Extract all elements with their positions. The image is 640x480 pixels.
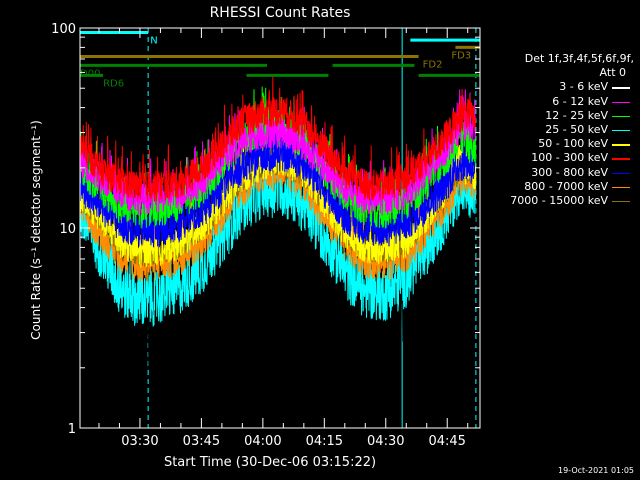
legend-entry: 800 - 7000 keV [488, 180, 634, 194]
chart-legend: Det 1f,3f,4f,5f,6f,9f, Att 0 3 - 6 keV 6… [488, 52, 634, 208]
legend-swatch [612, 87, 630, 89]
x-tick-label: 03:45 [183, 434, 220, 449]
x-axis-label: Start Time (30-Dec-06 03:15:22) [164, 455, 376, 470]
legend-swatch [612, 144, 630, 146]
x-tick-label: 04:00 [244, 434, 281, 449]
legend-entry: 300 - 800 keV [488, 166, 634, 180]
legend-entry: 12 - 25 keV [488, 109, 634, 123]
legend-entry: 100 - 300 keV [488, 151, 634, 165]
x-tick-label: 04:15 [306, 434, 343, 449]
legend-label: 300 - 800 keV [531, 165, 608, 179]
legend-header-line1: Det 1f,3f,4f,5f,6f,9f, [524, 52, 634, 65]
legend-label: 7000 - 15000 keV [510, 193, 608, 207]
legend-label: 100 - 300 keV [531, 151, 608, 165]
series-line-100-300kev [79, 76, 477, 202]
x-tick-label: 04:30 [367, 434, 404, 449]
legend-label: 800 - 7000 keV [524, 179, 608, 193]
y-tick-label: 1 [68, 422, 76, 437]
legend-swatch [612, 186, 630, 189]
y-tick-label: 100 [51, 22, 76, 37]
legend-label: 50 - 100 keV [538, 137, 608, 151]
flag-label: RD6 [103, 78, 124, 89]
legend-swatch [612, 115, 630, 118]
legend-entry: 7000 - 15000 keV [488, 194, 634, 208]
legend-swatch [612, 200, 630, 203]
legend-label: 25 - 50 keV [545, 122, 608, 136]
legend-swatch [612, 172, 630, 174]
series-line-25-50kev [79, 125, 477, 327]
legend-label: 12 - 25 keV [545, 108, 608, 122]
x-tick-label: 04:45 [428, 434, 465, 449]
x-tick-label: 03:30 [121, 434, 158, 449]
chart-title: RHESSI Count Rates [210, 5, 351, 21]
y-axis-label: Count Rate (s⁻¹ detector segment⁻¹) [29, 120, 43, 340]
legend-label: 6 - 12 keV [552, 94, 608, 108]
legend-entry: 6 - 12 keV [488, 95, 634, 109]
legend-label: 3 - 6 keV [559, 80, 608, 94]
legend-header-line2: Att 0 [599, 66, 626, 80]
legend-entry: 50 - 100 keV [488, 137, 634, 151]
legend-entry: 3 - 6 keV [488, 80, 634, 94]
generated-timestamp: 19-Oct-2021 01:05 [558, 466, 634, 475]
flag-label: FD2 [423, 60, 443, 71]
y-tick-label: 10 [59, 222, 76, 237]
legend-swatch [612, 158, 630, 160]
flag-label: FD3 [451, 50, 471, 61]
flag-label: N [150, 35, 157, 46]
legend-swatch [612, 129, 630, 132]
legend-swatch [612, 101, 630, 103]
legend-entry: 25 - 50 keV [488, 123, 634, 137]
